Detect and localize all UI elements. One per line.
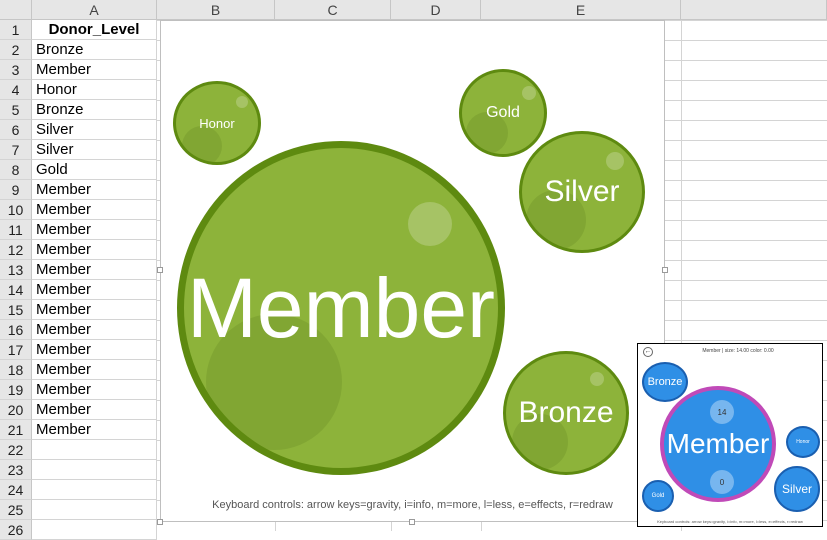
cell-a[interactable]: Bronze bbox=[32, 40, 157, 60]
bubble-bronze-label: Bronze bbox=[518, 396, 614, 429]
row-header[interactable]: 16 bbox=[0, 320, 32, 340]
row-header[interactable]: 3 bbox=[0, 60, 32, 80]
preview-header: Member | size: 14.00 color: 0.00 bbox=[702, 348, 774, 354]
cell-a[interactable]: Member bbox=[32, 200, 157, 220]
preview-bubble-bronze-label: Bronze bbox=[647, 376, 683, 388]
column-header-a[interactable]: A bbox=[32, 0, 157, 20]
cell-a[interactable] bbox=[32, 500, 157, 520]
row-header[interactable]: 19 bbox=[0, 380, 32, 400]
select-all-corner[interactable] bbox=[0, 0, 32, 20]
chart-resize-handle-bottom-left[interactable] bbox=[157, 519, 163, 525]
row-header[interactable]: 9 bbox=[0, 180, 32, 200]
row-header[interactable]: 4 bbox=[0, 80, 32, 100]
cell-a[interactable]: Member bbox=[32, 400, 157, 420]
row-header[interactable]: 24 bbox=[0, 480, 32, 500]
cell-a[interactable]: Member bbox=[32, 240, 157, 260]
cell-a[interactable]: Member bbox=[32, 260, 157, 280]
cell-a[interactable]: Gold bbox=[32, 160, 157, 180]
cell-a[interactable]: Bronze bbox=[32, 100, 157, 120]
cell-a[interactable]: Silver bbox=[32, 140, 157, 160]
cell-a[interactable]: Member bbox=[32, 60, 157, 80]
cell-a[interactable]: Silver bbox=[32, 120, 157, 140]
row-header[interactable]: 25 bbox=[0, 500, 32, 520]
cell-a[interactable]: Member bbox=[32, 380, 157, 400]
preview-bubble-member[interactable]: 14 Member 0 bbox=[660, 386, 776, 502]
row-header[interactable]: 18 bbox=[0, 360, 32, 380]
row-header[interactable]: 1 bbox=[0, 20, 32, 40]
row-header[interactable]: 15 bbox=[0, 300, 32, 320]
cell-a[interactable] bbox=[32, 520, 157, 540]
preview-bubble-gold[interactable]: Gold bbox=[642, 480, 674, 512]
bubble-member-label: Member bbox=[186, 260, 496, 355]
preview-bubble-silver-label: Silver bbox=[781, 482, 812, 496]
preview-bubble-honor-label: Honor bbox=[796, 439, 810, 445]
column-header-f[interactable] bbox=[681, 0, 827, 20]
bubble-honor[interactable]: Honor bbox=[173, 81, 261, 165]
row-header[interactable]: 21 bbox=[0, 420, 32, 440]
preview-bubble-member-label: Member bbox=[666, 428, 770, 459]
column-header-d[interactable]: D bbox=[391, 0, 481, 20]
row-header[interactable]: 14 bbox=[0, 280, 32, 300]
preview-count-bottom: 0 bbox=[710, 470, 734, 494]
bubble-chart[interactable]: Honor Gold Silver Member Bronze Keyboard… bbox=[160, 20, 665, 522]
back-icon[interactable]: ← bbox=[643, 347, 653, 357]
cell-a[interactable]: Member bbox=[32, 340, 157, 360]
bubble-bronze[interactable]: Bronze bbox=[503, 351, 629, 475]
preview-footer: Keyboard controls: arrow keys=gravity, i… bbox=[657, 519, 803, 524]
row-header[interactable]: 20 bbox=[0, 400, 32, 420]
row-header[interactable]: 26 bbox=[0, 520, 32, 540]
row-header[interactable]: 17 bbox=[0, 340, 32, 360]
cell-a[interactable] bbox=[32, 460, 157, 480]
preview-bubble-bronze[interactable]: Bronze bbox=[642, 362, 688, 402]
row-header[interactable]: 22 bbox=[0, 440, 32, 460]
preview-thumbnail[interactable]: ← Member | size: 14.00 color: 0.00 14 Me… bbox=[637, 343, 823, 527]
row-header[interactable]: 2 bbox=[0, 40, 32, 60]
bubble-gold-label: Gold bbox=[486, 104, 520, 121]
bubble-silver[interactable]: Silver bbox=[519, 131, 645, 253]
cell-a[interactable]: Member bbox=[32, 300, 157, 320]
column-a-header-cell[interactable]: Donor_Level bbox=[32, 20, 157, 40]
cell-a[interactable] bbox=[32, 440, 157, 460]
keyboard-controls-hint: Keyboard controls: arrow keys=gravity, i… bbox=[212, 499, 613, 511]
chart-resize-handle-right[interactable] bbox=[662, 267, 668, 273]
column-header-b[interactable]: B bbox=[157, 0, 275, 20]
cell-a[interactable]: Member bbox=[32, 280, 157, 300]
column-header-e[interactable]: E bbox=[481, 0, 681, 20]
cell-a[interactable]: Honor bbox=[32, 80, 157, 100]
preview-bubble-honor[interactable]: Honor bbox=[786, 426, 820, 458]
bubble-member[interactable]: Member bbox=[177, 141, 505, 475]
row-header[interactable]: 11 bbox=[0, 220, 32, 240]
row-header[interactable]: 5 bbox=[0, 100, 32, 120]
cell-a[interactable]: Member bbox=[32, 360, 157, 380]
row-header[interactable]: 12 bbox=[0, 240, 32, 260]
row-header[interactable]: 23 bbox=[0, 460, 32, 480]
bubble-honor-label: Honor bbox=[199, 115, 235, 131]
cell-a[interactable]: Member bbox=[32, 420, 157, 440]
cell-a[interactable]: Member bbox=[32, 180, 157, 200]
row-header[interactable]: 13 bbox=[0, 260, 32, 280]
preview-count-top: 14 bbox=[710, 400, 734, 424]
preview-bubble-silver[interactable]: Silver bbox=[774, 466, 820, 512]
row-header[interactable]: 10 bbox=[0, 200, 32, 220]
cell-a[interactable]: Member bbox=[32, 220, 157, 240]
bubble-silver-label: Silver bbox=[544, 175, 620, 208]
row-header[interactable]: 8 bbox=[0, 160, 32, 180]
chart-resize-handle-left[interactable] bbox=[157, 267, 163, 273]
cell-a[interactable]: Member bbox=[32, 320, 157, 340]
bubble-gold[interactable]: Gold bbox=[459, 69, 547, 157]
cell-a[interactable] bbox=[32, 480, 157, 500]
preview-bubble-gold-label: Gold bbox=[651, 493, 665, 499]
row-header[interactable]: 7 bbox=[0, 140, 32, 160]
column-header-c[interactable]: C bbox=[275, 0, 391, 20]
grid-line bbox=[681, 20, 682, 531]
chart-resize-handle-bottom[interactable] bbox=[409, 519, 415, 525]
row-header[interactable]: 6 bbox=[0, 120, 32, 140]
